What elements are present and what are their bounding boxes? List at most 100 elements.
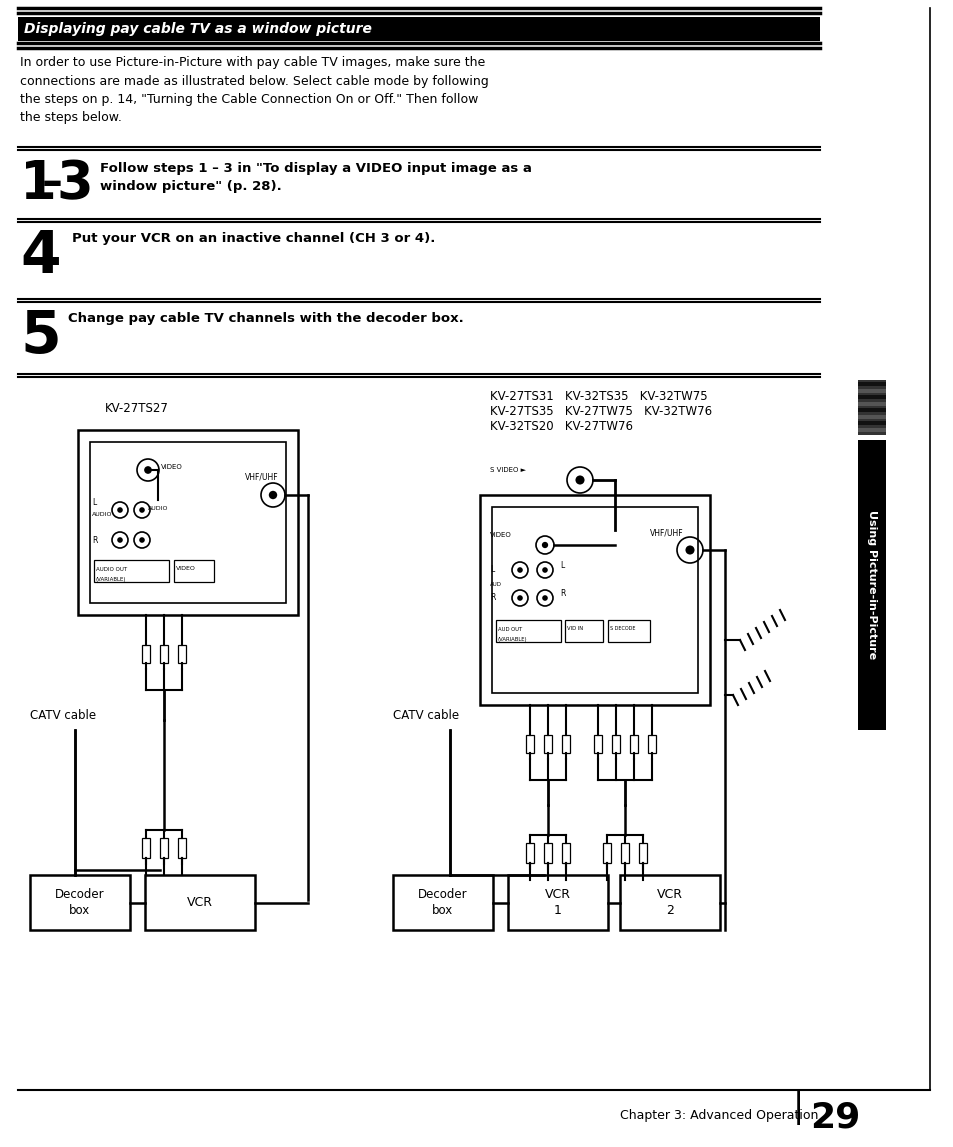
Circle shape <box>144 466 152 474</box>
Text: KV-27TS31   KV-32TS35   KV-32TW75: KV-27TS31 KV-32TS35 KV-32TW75 <box>490 390 707 403</box>
Text: (VARIABLE): (VARIABLE) <box>96 577 127 582</box>
Bar <box>78 430 297 615</box>
Circle shape <box>541 541 548 548</box>
Circle shape <box>541 568 547 572</box>
Text: L: L <box>91 498 96 507</box>
Bar <box>594 735 601 752</box>
Bar <box>543 843 552 863</box>
Text: Decoder
box: Decoder box <box>55 888 105 916</box>
Circle shape <box>139 537 145 543</box>
Text: KV-27TS27: KV-27TS27 <box>105 401 169 415</box>
Text: Using Picture-in-Picture: Using Picture-in-Picture <box>866 510 876 660</box>
Text: Decoder
box: Decoder box <box>417 888 467 916</box>
Text: 5: 5 <box>20 309 61 365</box>
Bar <box>145 875 254 930</box>
Circle shape <box>139 507 145 513</box>
Bar <box>564 621 602 642</box>
Text: AUDIO: AUDIO <box>91 512 112 517</box>
Text: |: | <box>792 1091 803 1125</box>
Bar <box>492 507 698 693</box>
Text: L: L <box>559 562 563 570</box>
Text: KV-27TS35   KV-27TW75   KV-32TW76: KV-27TS35 KV-27TW75 KV-32TW76 <box>490 405 711 418</box>
Bar <box>857 380 885 435</box>
Text: AUD: AUD <box>490 583 501 587</box>
Bar <box>479 496 709 705</box>
Bar <box>857 414 885 419</box>
Bar <box>607 621 649 642</box>
Bar <box>160 645 168 663</box>
Circle shape <box>517 568 522 572</box>
Circle shape <box>517 595 522 601</box>
Text: AUDIO: AUDIO <box>148 506 169 512</box>
Text: Chapter 3: Advanced Operation: Chapter 3: Advanced Operation <box>619 1108 818 1122</box>
Bar <box>857 395 885 399</box>
Text: VHF/UHF: VHF/UHF <box>649 528 683 537</box>
Bar <box>561 843 569 863</box>
Text: S VIDEO ►: S VIDEO ► <box>490 467 525 473</box>
Text: VIDEO: VIDEO <box>490 532 511 538</box>
Text: CATV cable: CATV cable <box>393 709 458 721</box>
Text: VID IN: VID IN <box>566 626 582 632</box>
Text: 29: 29 <box>809 1101 860 1136</box>
Bar <box>612 735 619 752</box>
Text: R: R <box>490 593 495 602</box>
Bar <box>857 421 885 426</box>
Text: CATV cable: CATV cable <box>30 709 96 721</box>
Bar <box>619 875 720 930</box>
Bar <box>496 621 560 642</box>
Bar <box>857 401 885 406</box>
Bar <box>647 735 656 752</box>
Bar <box>857 440 885 729</box>
Bar <box>18 17 820 41</box>
Circle shape <box>117 537 123 543</box>
Text: AUD OUT: AUD OUT <box>497 627 521 632</box>
Bar <box>393 875 493 930</box>
Bar <box>525 843 534 863</box>
Text: S DECODE: S DECODE <box>609 626 635 632</box>
Bar <box>857 408 885 412</box>
Bar <box>90 442 286 603</box>
Bar <box>173 560 213 582</box>
Bar <box>629 735 638 752</box>
Text: VIDEO: VIDEO <box>161 465 183 470</box>
Text: (VARIABLE): (VARIABLE) <box>497 637 527 642</box>
Text: VHF/UHF: VHF/UHF <box>245 473 278 482</box>
Bar <box>142 645 150 663</box>
Text: Put your VCR on an inactive channel (CH 3 or 4).: Put your VCR on an inactive channel (CH … <box>71 232 435 245</box>
Bar <box>525 735 534 752</box>
Bar <box>620 843 628 863</box>
Bar <box>857 428 885 431</box>
Bar <box>178 645 186 663</box>
Bar <box>94 560 169 582</box>
Bar <box>857 389 885 392</box>
Circle shape <box>269 491 277 499</box>
Bar <box>561 735 569 752</box>
Text: R: R <box>91 536 97 545</box>
Text: VCR
2: VCR 2 <box>657 889 682 916</box>
Circle shape <box>575 476 584 484</box>
Text: VIDEO: VIDEO <box>175 567 195 571</box>
Bar <box>543 735 552 752</box>
Circle shape <box>117 507 123 513</box>
Bar <box>602 843 610 863</box>
Text: Follow steps 1 – 3 in "To display a VIDEO input image as a
window picture" (p. 2: Follow steps 1 – 3 in "To display a VIDE… <box>100 162 532 193</box>
Text: Change pay cable TV channels with the decoder box.: Change pay cable TV channels with the de… <box>68 312 463 325</box>
Text: Displaying pay cable TV as a window picture: Displaying pay cable TV as a window pict… <box>24 22 372 36</box>
Bar <box>178 838 186 858</box>
Text: –: – <box>42 162 63 204</box>
Text: In order to use Picture-in-Picture with pay cable TV images, make sure the
conne: In order to use Picture-in-Picture with … <box>20 56 488 125</box>
Bar <box>857 382 885 387</box>
Bar <box>142 838 150 858</box>
Bar <box>639 843 646 863</box>
Circle shape <box>685 546 694 554</box>
Text: 4: 4 <box>20 228 61 284</box>
Text: 1: 1 <box>20 158 56 210</box>
Bar <box>160 838 168 858</box>
Text: 3: 3 <box>56 158 92 210</box>
Text: VCR: VCR <box>187 896 213 910</box>
Text: R: R <box>559 590 565 599</box>
Bar <box>507 875 607 930</box>
Circle shape <box>541 595 547 601</box>
Bar <box>30 875 130 930</box>
Text: AUDIO OUT: AUDIO OUT <box>96 567 127 572</box>
